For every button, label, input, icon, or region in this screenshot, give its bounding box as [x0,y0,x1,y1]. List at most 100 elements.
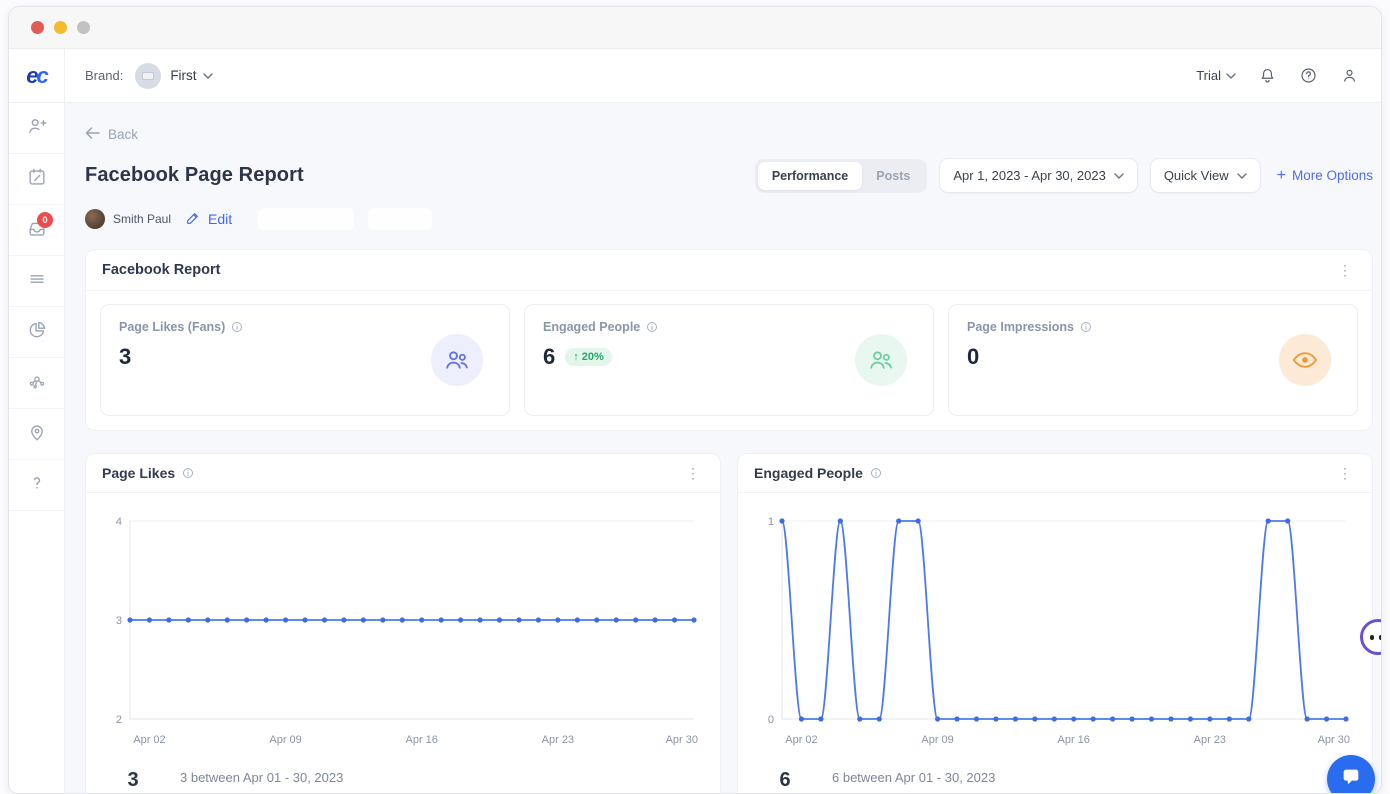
chevron-down-icon [1114,173,1124,179]
date-range-value: Apr 1, 2023 - Apr 30, 2023 [953,168,1106,183]
info-icon[interactable] [182,467,194,479]
chart-title: Page Likes [102,465,175,481]
brand-avatar-image [142,72,154,80]
info-icon[interactable] [870,467,882,479]
location-pin-icon [26,421,48,448]
plus-icon: + [1277,167,1286,185]
quick-view-dropdown[interactable]: Quick View [1150,158,1261,193]
metric-label: Engaged People [543,320,640,334]
owner-name: Smith Paul [113,212,171,226]
main-content: Back Facebook Page Report Performance Po… [65,103,1381,793]
sidebar-item-inbox[interactable]: 0 [9,205,64,256]
summary-previous-period: 5 between Mar 01 - 31, 2023 [832,792,1116,793]
inbox-count-badge: 0 [37,212,53,228]
svg-text:2: 2 [116,714,122,726]
question-icon [26,472,48,499]
metric-card-page-likes: Page Likes (Fans) 3 [100,304,510,416]
metric-label: Page Likes (Fans) [119,320,225,334]
more-options-button[interactable]: + More Options [1277,167,1373,185]
engaged-people-chart-card: Engaged People ⋮ 10Apr 02Apr 09Apr 16Apr… [737,453,1373,793]
metric-card-engaged-people: Engaged People 6 ↑20% [524,304,934,416]
brand-avatar[interactable] [135,63,161,89]
svg-text:Apr 23: Apr 23 [1194,734,1226,746]
people-icon [855,334,907,386]
info-icon[interactable] [646,321,658,333]
list-icon [26,268,48,295]
assistant-eye-icon [1370,635,1374,640]
sidebar-item-help[interactable] [9,460,64,511]
edit-button[interactable]: Edit [185,210,232,229]
sidebar-item-calendar[interactable] [9,154,64,205]
quick-view-label: Quick View [1164,168,1229,183]
people-icon [431,334,483,386]
user-account-icon[interactable] [1340,66,1359,85]
svg-text:Apr 30: Apr 30 [1318,734,1350,746]
tab-posts[interactable]: Posts [862,162,924,190]
svg-text:Apr 09: Apr 09 [269,734,301,746]
zoom-window-icon[interactable] [77,21,90,34]
chat-bubble-icon [1340,766,1362,793]
summary-current-period: 6 between Apr 01 - 30, 2023 [832,770,1116,785]
network-icon [26,370,48,397]
close-window-icon[interactable] [31,21,44,34]
metric-value: 0 [967,344,979,370]
svg-text:Apr 30: Apr 30 [666,734,698,746]
svg-text:Apr 16: Apr 16 [406,734,438,746]
owner-avatar [85,209,105,229]
page-likes-chart-card: Page Likes ⋮ 432Apr 02Apr 09Apr 16Apr 23… [85,453,721,793]
plan-dropdown[interactable]: Trial [1196,68,1236,83]
eye-icon [1279,334,1331,386]
back-label: Back [108,127,138,142]
brand-selector[interactable]: First [170,68,196,83]
pie-chart-icon [26,319,48,346]
kebab-menu-icon[interactable]: ⋮ [682,464,704,482]
kebab-menu-icon[interactable]: ⋮ [1334,261,1356,279]
back-button[interactable]: Back [85,127,138,142]
page-likes-line-chart[interactable]: 432Apr 02Apr 09Apr 16Apr 23Apr 30 [94,501,710,758]
app-window: ec Brand: First Trial [8,6,1382,794]
pencil-icon [185,210,201,229]
help-icon[interactable] [1299,66,1318,85]
chart-title: Engaged People [754,465,863,481]
engaged-people-line-chart[interactable]: 10Apr 02Apr 09Apr 16Apr 23Apr 30 [746,501,1362,758]
tab-performance[interactable]: Performance [758,162,862,190]
sidebar-item-connections[interactable] [9,358,64,409]
svg-text:0: 0 [768,714,774,726]
plan-label: Trial [1196,68,1221,83]
info-icon[interactable] [231,321,243,333]
assistant-eye-icon [1379,635,1382,640]
kebab-menu-icon[interactable]: ⋮ [1334,464,1356,482]
summary-value: 3 [100,769,166,792]
svg-text:3: 3 [116,615,122,627]
sidebar-item-analytics[interactable] [9,307,64,358]
metric-label: Page Impressions [967,320,1074,334]
sidebar-item-publish[interactable] [9,103,64,154]
sidebar-item-local[interactable] [9,409,64,460]
loading-skeletons [258,208,432,230]
arrow-up-icon: ↑ [573,351,579,363]
report-view-tabs: Performance Posts [755,159,927,193]
app-logo[interactable]: ec [9,49,65,102]
calendar-icon [26,166,48,193]
info-icon[interactable] [1080,321,1092,333]
svg-text:Apr 16: Apr 16 [1058,734,1090,746]
sidebar-item-feeds[interactable] [9,256,64,307]
date-range-dropdown[interactable]: Apr 1, 2023 - Apr 30, 2023 [939,158,1138,193]
svg-text:Apr 02: Apr 02 [133,734,165,746]
metric-card-page-impressions: Page Impressions 0 [948,304,1358,416]
window-chrome [9,7,1381,49]
svg-text:1: 1 [768,516,774,528]
engaged-people-summary: 6 ↑20% 6 between Apr 01 - 30, 2023 5 bet… [738,758,1372,793]
back-arrow-icon [85,127,100,142]
report-card-title: Facebook Report [102,262,220,278]
chevron-down-icon[interactable] [203,73,213,79]
left-sidebar: 0 [9,103,65,793]
svg-text:Apr 02: Apr 02 [785,734,817,746]
minimize-window-icon[interactable] [54,21,67,34]
facebook-report-card: Facebook Report ⋮ Page Likes (Fans) 3 [85,249,1373,431]
notifications-bell-icon[interactable] [1258,66,1277,85]
page-likes-summary: 3 ↑0% 3 between Apr 01 - 30, 2023 3 betw… [86,758,720,793]
logo-letter-e: e [26,63,36,89]
person-add-icon [26,115,48,142]
metric-value: 6 [543,344,555,370]
